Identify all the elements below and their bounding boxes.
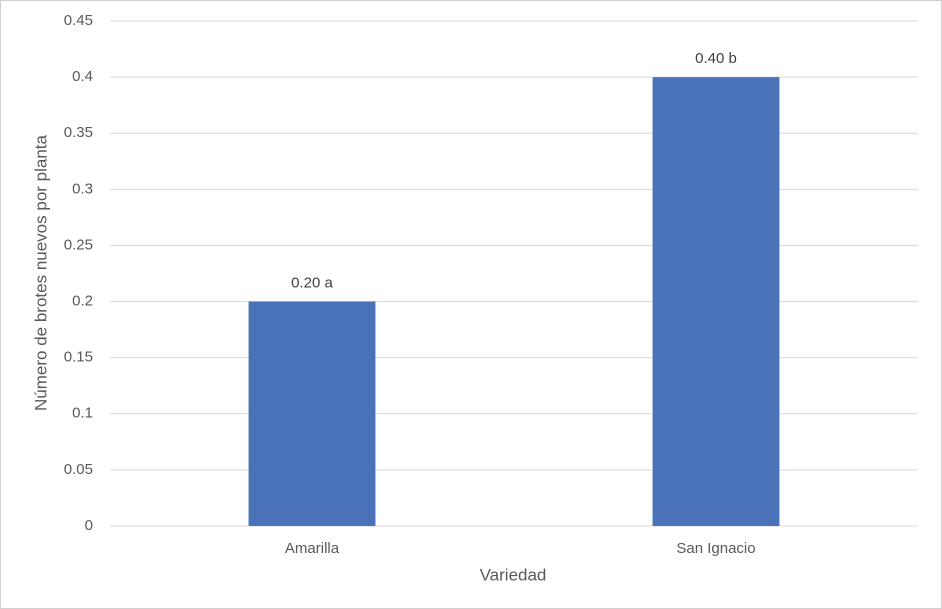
x-tick-label: San Ignacio xyxy=(676,540,755,557)
y-tick-label: 0 xyxy=(85,517,93,534)
y-tick-label: 0.4 xyxy=(72,68,93,85)
y-tick-label: 0.15 xyxy=(64,349,93,366)
y-tick-label: 0.3 xyxy=(72,180,93,197)
bar xyxy=(652,77,780,526)
y-tick-label: 0.2 xyxy=(72,293,93,310)
y-tick-label: 0.25 xyxy=(64,236,93,253)
x-tick-label: Amarilla xyxy=(285,540,340,557)
y-tick-label: 0.45 xyxy=(64,12,93,29)
value-label: 0.20 a xyxy=(291,275,333,292)
x-axis-label: Variedad xyxy=(480,565,547,584)
value-label: 0.40 b xyxy=(695,50,737,67)
y-tick-label: 0.35 xyxy=(64,124,93,141)
bar xyxy=(248,301,376,526)
y-tick-label: 0.1 xyxy=(72,405,93,422)
y-tick-label: 0.05 xyxy=(64,461,93,478)
y-axis-label: Número de brotes nuevos por planta xyxy=(31,134,50,410)
